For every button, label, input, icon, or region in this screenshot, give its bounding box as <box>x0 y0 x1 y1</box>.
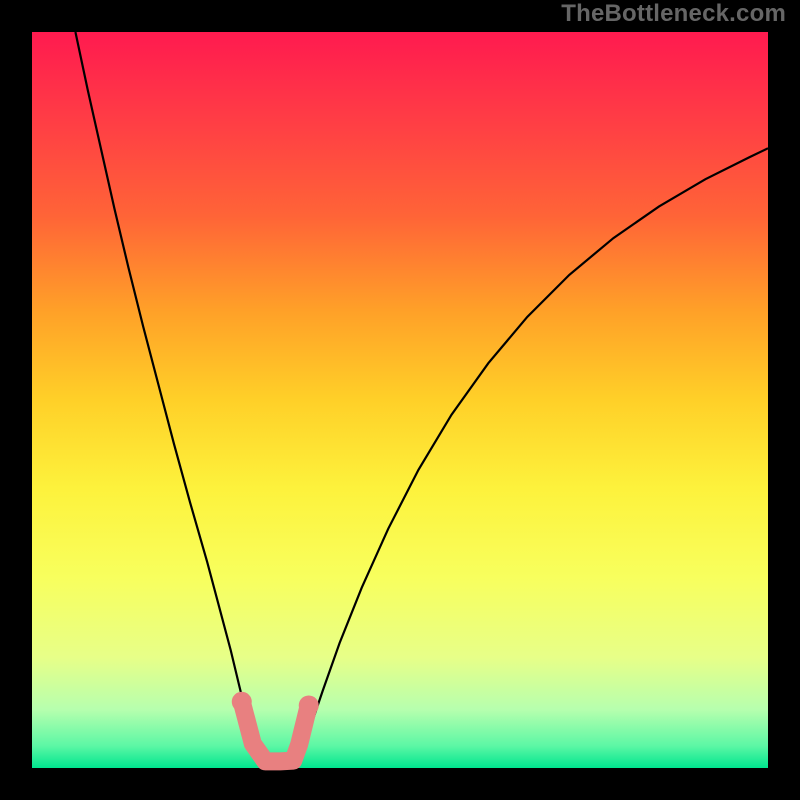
plot-background <box>32 32 768 768</box>
bottleneck-chart <box>0 0 800 800</box>
chart-container: TheBottleneck.com <box>0 0 800 800</box>
valley-marker-end-left <box>232 692 252 712</box>
valley-marker-end-right <box>299 695 319 715</box>
watermark-text: TheBottleneck.com <box>561 0 786 28</box>
